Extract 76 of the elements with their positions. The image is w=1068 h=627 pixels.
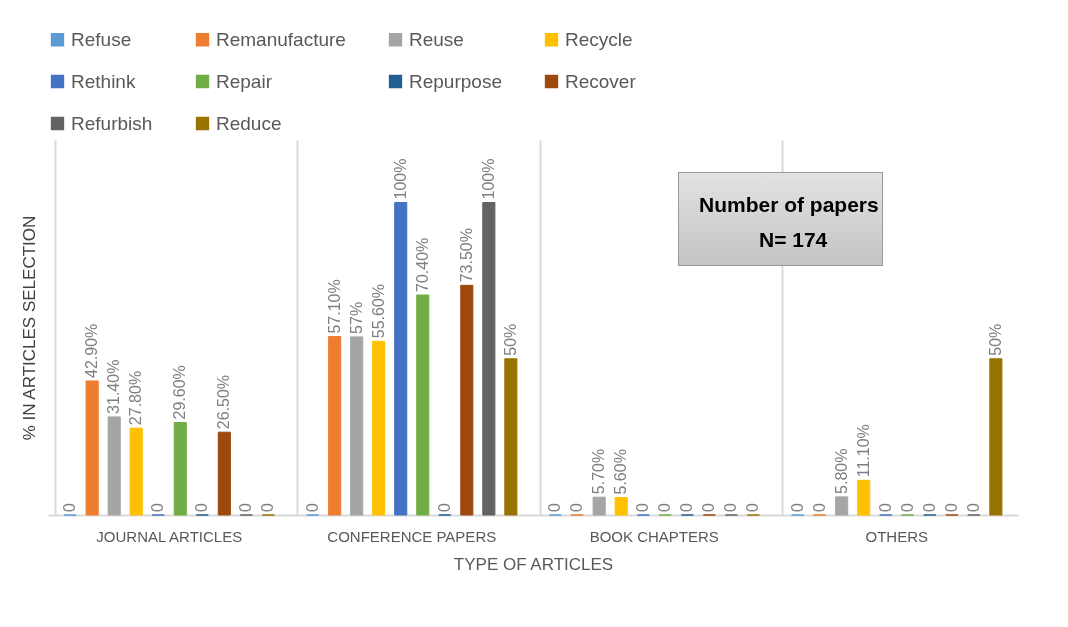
legend-label: Reuse	[409, 28, 464, 50]
legend-label: Recycle	[565, 28, 633, 50]
data-label: 55.60%	[369, 283, 387, 339]
data-label: 0	[149, 503, 167, 512]
data-label: 5.80%	[832, 448, 850, 494]
bar	[394, 202, 408, 516]
bar	[835, 496, 849, 516]
legend-label: Recover	[565, 70, 637, 92]
data-label: 27.80%	[127, 370, 145, 426]
data-label: 0	[678, 503, 696, 512]
x-tick-label: BOOK CHAPTERS	[589, 527, 719, 545]
data-label: 0	[61, 503, 79, 512]
data-label: 73.50%	[457, 228, 475, 283]
data-label: 0	[546, 503, 564, 512]
bar	[350, 336, 364, 516]
data-label: 100%	[479, 158, 497, 200]
bar	[85, 380, 99, 516]
legend-label: Rethink	[71, 70, 136, 92]
x-tick-label: JOURNAL ARTICLES	[96, 527, 243, 545]
data-label: 0	[744, 503, 762, 512]
data-label: 0	[435, 503, 453, 512]
bar	[129, 427, 143, 516]
annotation: N= 174	[759, 228, 828, 252]
data-label: 0	[876, 503, 894, 512]
bar	[460, 284, 474, 516]
legend-label: Reduce	[216, 112, 282, 134]
bar	[482, 202, 496, 516]
data-label: 11.10%	[854, 424, 872, 478]
legend-label: Refuse	[71, 28, 132, 50]
data-label: 0	[193, 503, 211, 512]
data-label: 0	[700, 503, 718, 512]
bar	[857, 479, 871, 516]
bar	[592, 496, 606, 516]
bar	[217, 431, 231, 516]
data-label: 0	[788, 503, 806, 512]
bar	[107, 416, 121, 516]
y-axis-title: % IN ARTICLES SELECTION	[19, 215, 39, 441]
data-label: 0	[898, 503, 916, 512]
bar	[614, 497, 628, 516]
bar	[372, 340, 386, 516]
bar	[416, 294, 430, 516]
data-label: 50%	[501, 323, 519, 356]
data-label: 29.60%	[171, 365, 189, 420]
data-label: 0	[259, 503, 277, 512]
data-label: 0	[634, 503, 652, 512]
data-label: 42.90%	[83, 323, 101, 378]
data-label: 57.10%	[325, 279, 343, 334]
data-label: 0	[722, 503, 740, 512]
bar	[173, 422, 187, 516]
data-label: 50%	[986, 323, 1004, 356]
bar	[328, 336, 342, 516]
data-label: 0	[568, 503, 586, 512]
x-tick-label: OTHERS	[865, 527, 929, 545]
data-label: 0	[942, 503, 960, 512]
data-label: 0	[920, 503, 938, 512]
data-label: 0	[303, 503, 321, 512]
bar	[504, 358, 518, 516]
legend-label: Remanufacture	[216, 28, 346, 50]
data-label: 5.70%	[590, 448, 608, 495]
annotation: Number of papers	[699, 193, 879, 217]
data-label: 0	[237, 503, 255, 512]
data-label: 0	[810, 503, 828, 512]
x-axis-title: TYPE OF ARTICLES	[453, 554, 614, 574]
legend-label: Repair	[216, 70, 273, 92]
data-label: 0	[656, 503, 674, 512]
data-label: 100%	[391, 158, 409, 200]
bar	[989, 358, 1003, 516]
legend-label: Repurpose	[409, 70, 502, 92]
data-label: 26.50%	[215, 374, 233, 430]
data-label: 57%	[347, 301, 365, 334]
data-label: 5.60%	[612, 449, 630, 495]
legend-label: Refurbish	[71, 112, 153, 134]
data-label: 0	[964, 503, 982, 512]
data-label: 31.40%	[105, 359, 123, 414]
data-label: 70.40%	[413, 237, 431, 292]
x-tick-label: CONFERENCE PAPERS	[327, 527, 497, 545]
